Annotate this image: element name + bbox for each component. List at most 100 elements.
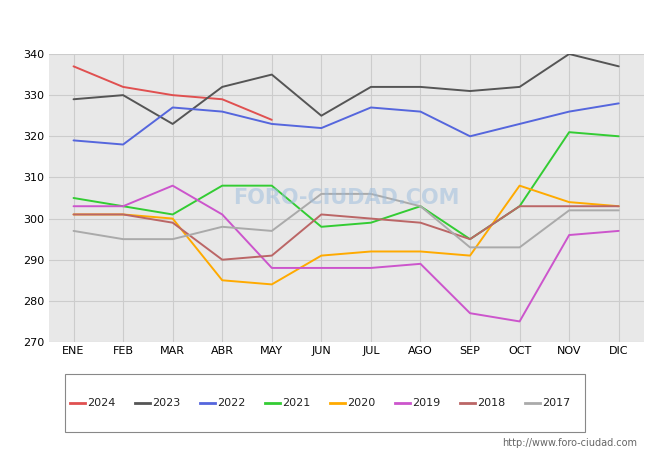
2022 xyxy=(417,109,424,114)
2019 xyxy=(466,310,474,316)
2021 xyxy=(119,203,127,209)
2023 xyxy=(367,84,375,90)
2019 xyxy=(268,265,276,270)
2020 xyxy=(417,249,424,254)
2022 xyxy=(515,121,523,126)
2023 xyxy=(317,113,325,118)
Text: 2019: 2019 xyxy=(412,398,440,408)
2021 xyxy=(417,203,424,209)
2017 xyxy=(367,191,375,197)
2022 xyxy=(317,126,325,131)
Line: 2020: 2020 xyxy=(73,186,619,284)
2023 xyxy=(169,121,177,126)
2022 xyxy=(169,105,177,110)
2018 xyxy=(417,220,424,225)
2018 xyxy=(169,220,177,225)
2019 xyxy=(515,319,523,324)
2023 xyxy=(268,72,276,77)
2024 xyxy=(169,92,177,98)
2017 xyxy=(515,245,523,250)
Text: 2021: 2021 xyxy=(282,398,310,408)
2020 xyxy=(317,253,325,258)
2019 xyxy=(615,228,623,234)
Text: Afiliados en Rossell a 31/5/2024: Afiliados en Rossell a 31/5/2024 xyxy=(181,16,469,34)
2020 xyxy=(615,203,623,209)
Text: 2024: 2024 xyxy=(87,398,116,408)
2018 xyxy=(367,216,375,221)
Text: 2023: 2023 xyxy=(152,398,180,408)
2017 xyxy=(119,236,127,242)
2022 xyxy=(367,105,375,110)
2020 xyxy=(218,278,226,283)
2023 xyxy=(119,92,127,98)
2023 xyxy=(615,63,623,69)
2024 xyxy=(70,63,77,69)
2022 xyxy=(466,134,474,139)
2018 xyxy=(70,212,77,217)
2019 xyxy=(566,232,573,238)
2018 xyxy=(515,203,523,209)
2022 xyxy=(615,101,623,106)
2019 xyxy=(119,203,127,209)
2020 xyxy=(367,249,375,254)
2023 xyxy=(566,51,573,57)
2023 xyxy=(417,84,424,90)
2023 xyxy=(70,97,77,102)
Line: 2018: 2018 xyxy=(73,206,619,260)
2022 xyxy=(70,138,77,143)
2017 xyxy=(268,228,276,234)
2021 xyxy=(169,212,177,217)
2018 xyxy=(317,212,325,217)
2022 xyxy=(566,109,573,114)
2021 xyxy=(317,224,325,230)
2017 xyxy=(566,207,573,213)
Text: 2022: 2022 xyxy=(217,398,246,408)
2020 xyxy=(70,212,77,217)
Line: 2019: 2019 xyxy=(73,186,619,321)
2017 xyxy=(417,203,424,209)
2024 xyxy=(119,84,127,90)
Line: 2022: 2022 xyxy=(73,104,619,144)
2020 xyxy=(169,216,177,221)
2022 xyxy=(119,142,127,147)
2020 xyxy=(119,212,127,217)
2021 xyxy=(466,236,474,242)
2018 xyxy=(466,236,474,242)
2019 xyxy=(417,261,424,266)
2018 xyxy=(268,253,276,258)
2017 xyxy=(169,236,177,242)
2019 xyxy=(317,265,325,270)
2019 xyxy=(169,183,177,189)
2019 xyxy=(367,265,375,270)
2018 xyxy=(566,203,573,209)
2021 xyxy=(615,134,623,139)
Text: 2020: 2020 xyxy=(347,398,375,408)
2017 xyxy=(466,245,474,250)
2018 xyxy=(615,203,623,209)
Text: http://www.foro-ciudad.com: http://www.foro-ciudad.com xyxy=(502,438,637,448)
Text: 2018: 2018 xyxy=(477,398,505,408)
2019 xyxy=(70,203,77,209)
2017 xyxy=(218,224,226,230)
2020 xyxy=(466,253,474,258)
2020 xyxy=(566,199,573,205)
2021 xyxy=(218,183,226,189)
Text: FORO-CIUDAD.COM: FORO-CIUDAD.COM xyxy=(233,188,460,208)
Line: 2023: 2023 xyxy=(73,54,619,124)
2023 xyxy=(515,84,523,90)
2021 xyxy=(566,130,573,135)
2020 xyxy=(515,183,523,189)
2017 xyxy=(70,228,77,234)
2018 xyxy=(119,212,127,217)
Line: 2024: 2024 xyxy=(73,66,272,120)
2021 xyxy=(268,183,276,189)
2022 xyxy=(268,121,276,126)
2023 xyxy=(218,84,226,90)
2020 xyxy=(268,282,276,287)
2022 xyxy=(218,109,226,114)
2021 xyxy=(367,220,375,225)
2024 xyxy=(268,117,276,122)
Text: 2017: 2017 xyxy=(542,398,570,408)
2017 xyxy=(317,191,325,197)
2023 xyxy=(466,88,474,94)
